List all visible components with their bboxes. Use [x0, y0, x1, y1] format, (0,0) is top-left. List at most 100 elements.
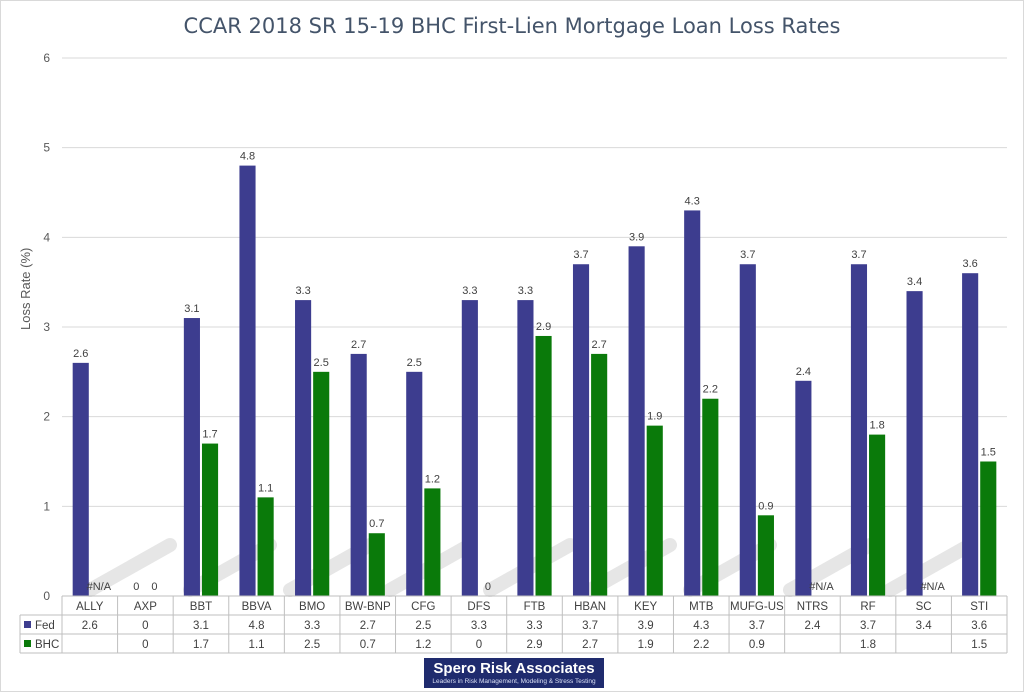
x-tick-label: CFG — [411, 601, 435, 613]
table-cell-bhc: 1.2 — [415, 639, 431, 651]
table-cell-fed: 2.6 — [82, 620, 98, 632]
data-label-bhc: 0 — [151, 581, 157, 593]
y-tick-label: 6 — [43, 51, 50, 65]
y-tick-label: 4 — [43, 230, 50, 244]
bar-bhc-cfg — [424, 488, 441, 596]
bar-fed-ftb — [517, 300, 534, 596]
legend-label: BHC — [35, 639, 59, 651]
bar-fed-sc — [906, 291, 923, 596]
x-tick-label: SC — [916, 601, 932, 613]
watermark-stripe — [83, 538, 177, 597]
bar-fed-bw-bnp — [350, 353, 367, 596]
bar-bhc-bbva — [257, 497, 274, 596]
logo-name: Spero Risk Associates — [433, 660, 595, 677]
table-cell-bhc: 1.5 — [971, 639, 987, 651]
data-label-bhc: 1.7 — [202, 429, 217, 441]
table-cell-fed: 2.4 — [804, 620, 821, 632]
table-cell-fed: 2.5 — [415, 620, 431, 632]
spero-logo: Spero Risk Associates Leaders in Risk Ma… — [424, 658, 604, 688]
data-label-bhc: 0.9 — [758, 500, 773, 512]
y-tick-label: 1 — [43, 499, 50, 513]
data-label-bhc: 1.9 — [647, 411, 662, 423]
bar-fed-cfg — [406, 371, 423, 596]
data-label-fed: 2.7 — [351, 339, 366, 351]
logo-tagline: Leaders in Risk Management, Modeling & S… — [432, 678, 596, 685]
bar-bhc-hban — [591, 353, 608, 596]
bar-fed-key — [628, 246, 645, 597]
table-cell-bhc: 0 — [476, 639, 482, 651]
bar-bhc-key — [646, 425, 663, 596]
table-cell-fed: 3.1 — [193, 620, 209, 632]
table-cell-bhc: 1.9 — [638, 639, 654, 651]
table-cell-bhc: 2.5 — [304, 639, 320, 651]
na-label-bhc: #N/A — [87, 581, 112, 593]
bar-fed-ntrs — [795, 380, 812, 596]
legend-label: Fed — [35, 620, 55, 632]
na-label-bhc: #N/A — [920, 581, 945, 593]
bar-fed-mtb — [684, 210, 701, 596]
x-tick-label: STI — [970, 601, 988, 613]
data-label-bhc: 1.2 — [425, 473, 440, 485]
bar-bhc-mtb — [702, 398, 719, 596]
x-tick-label: NTRS — [797, 601, 829, 613]
data-label-fed: 2.4 — [796, 366, 811, 378]
bar-bhc-bbt — [201, 443, 219, 596]
chart-title: CCAR 2018 SR 15-19 BHC First-Lien Mortga… — [183, 14, 841, 38]
table-cell-bhc: 0 — [142, 639, 148, 651]
data-label-fed: 3.6 — [962, 258, 977, 270]
table-cell-fed: 3.7 — [582, 620, 598, 632]
data-label-fed: 3.3 — [295, 285, 310, 297]
table-cell-fed: 4.8 — [249, 620, 265, 632]
x-tick-label: DFS — [467, 601, 490, 613]
table-cell-fed: 3.3 — [471, 620, 487, 632]
data-label-fed: 3.4 — [907, 276, 922, 288]
x-tick-label: BBVA — [242, 601, 272, 613]
table-cell-bhc: 2.7 — [582, 639, 598, 651]
bar-bhc-bw-bnp — [368, 533, 385, 596]
x-tick-label: ALLY — [76, 601, 104, 613]
data-label-fed: 3.7 — [851, 249, 866, 261]
x-tick-label: BBT — [190, 601, 212, 613]
y-tick-label: 5 — [43, 141, 50, 155]
x-tick-label: MTB — [689, 601, 714, 613]
bar-fed-bmo — [295, 300, 312, 596]
x-tick-label: FTB — [524, 601, 546, 613]
y-tick-label: 0 — [43, 589, 50, 603]
data-label-bhc: 0 — [485, 581, 491, 593]
table-cell-fed: 3.6 — [971, 620, 987, 632]
table-cell-fed: 3.9 — [638, 620, 654, 632]
table-cell-fed: 3.7 — [860, 620, 876, 632]
table-cell-bhc: 0.7 — [360, 639, 376, 651]
bar-fed-mufg-us — [739, 264, 756, 596]
table-cell-fed: 0 — [142, 620, 148, 632]
table-cell-fed: 3.3 — [304, 620, 320, 632]
table-cell-fed: 3.7 — [749, 620, 765, 632]
bar-bhc-sti — [980, 461, 997, 596]
bar-bhc-rf — [869, 434, 886, 596]
data-label-fed: 3.7 — [740, 249, 755, 261]
y-tick-label: 3 — [43, 320, 50, 334]
table-cell-bhc: 1.7 — [193, 639, 209, 651]
table-cell-fed: 3.4 — [916, 620, 933, 632]
x-tick-label: RF — [860, 601, 875, 613]
y-tick-label: 2 — [43, 410, 50, 424]
data-label-bhc: 2.7 — [592, 339, 607, 351]
table-cell-bhc: 0.9 — [749, 639, 765, 651]
data-label-fed: 3.1 — [184, 303, 199, 315]
data-label-fed: 3.9 — [629, 231, 644, 243]
data-label-fed: 4.3 — [685, 195, 700, 207]
bar-fed-sti — [962, 273, 979, 596]
table-cell-fed: 4.3 — [693, 620, 709, 632]
x-tick-label: MUFG-US — [730, 601, 784, 613]
data-label-bhc: 2.2 — [703, 384, 718, 396]
x-tick-label: AXP — [134, 601, 157, 613]
bar-fed-rf — [850, 264, 868, 596]
data-label-bhc: 2.5 — [314, 357, 329, 369]
data-label-fed: 0 — [133, 581, 139, 593]
legend-swatch-fed — [24, 621, 31, 628]
data-label-fed: 3.3 — [462, 285, 477, 297]
bar-fed-bbva — [239, 165, 256, 596]
bar-fed-dfs — [461, 300, 478, 596]
table-cell-fed: 3.3 — [527, 620, 543, 632]
table-cell-bhc: 2.9 — [527, 639, 543, 651]
